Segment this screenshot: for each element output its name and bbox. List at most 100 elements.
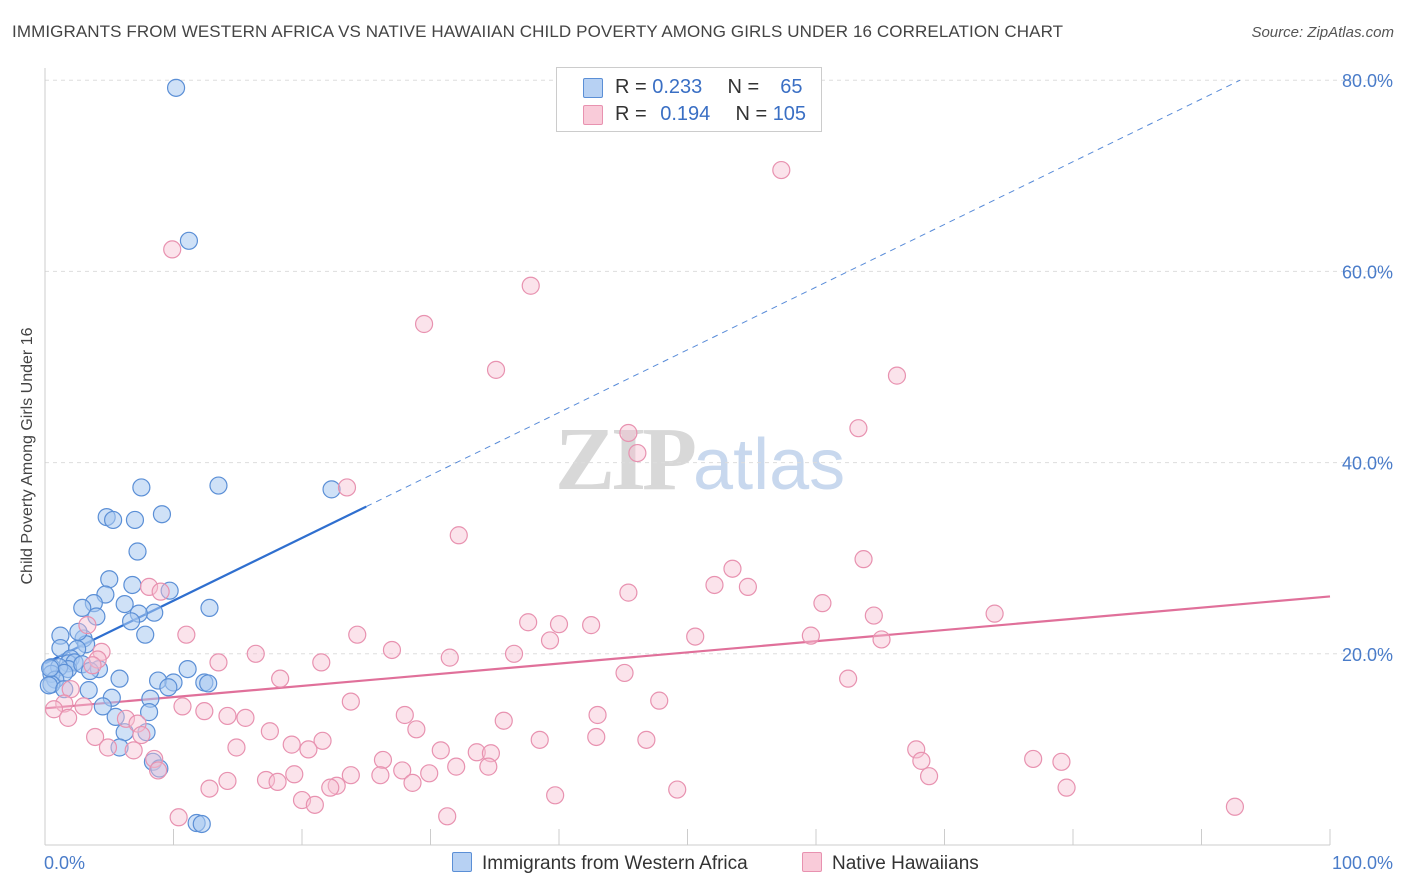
data-point-native-hawaiians	[260, 722, 279, 741]
data-point-western-africa	[322, 480, 341, 499]
data-point-western-africa	[73, 598, 92, 618]
data-point-western-africa	[55, 680, 74, 699]
data-point-native-hawaiians	[813, 594, 832, 613]
data-point-western-africa	[121, 612, 141, 631]
data-point-native-hawaiians	[479, 757, 498, 776]
data-point-native-hawaiians	[549, 615, 569, 634]
data-point-native-hawaiians	[246, 644, 265, 663]
data-point-native-hawaiians	[801, 626, 820, 645]
data-point-native-hawaiians	[271, 669, 290, 688]
data-point-native-hawaiians	[705, 575, 724, 595]
data-point-native-hawaiians	[1024, 749, 1043, 769]
data-point-western-africa	[123, 575, 142, 595]
data-point-native-hawaiians	[1052, 752, 1071, 771]
data-point-native-hawaiians	[163, 240, 182, 259]
data-point-native-hawaiians	[619, 423, 638, 443]
y-tick-label: 20.0%	[1342, 645, 1393, 665]
data-point-native-hawaiians	[128, 714, 147, 733]
data-point-native-hawaiians	[395, 705, 414, 725]
data-point-native-hawaiians	[86, 727, 105, 747]
data-point-native-hawaiians	[299, 740, 318, 759]
data-point-native-hawaiians	[177, 625, 196, 644]
watermark-zip: ZIP	[555, 410, 697, 509]
data-point-native-hawaiians	[864, 606, 883, 625]
data-point-western-africa	[115, 594, 134, 614]
data-point-native-hawaiians	[341, 692, 360, 711]
data-point-western-africa	[100, 570, 119, 589]
data-point-native-hawaiians	[686, 627, 705, 646]
bottom-legend-label: Native Hawaiians	[832, 853, 979, 874]
data-point-native-hawaiians	[431, 741, 450, 760]
data-point-native-hawaiians	[74, 697, 93, 716]
data-point-native-hawaiians	[285, 765, 304, 784]
data-point-western-africa	[192, 814, 211, 834]
data-point-native-hawaiians	[407, 720, 426, 739]
x-tick-label: 100.0%	[1332, 853, 1393, 873]
data-point-western-africa	[166, 78, 186, 97]
watermark-atlas: atlas	[693, 425, 846, 505]
data-point-native-hawaiians	[420, 764, 439, 783]
data-point-western-africa	[136, 625, 155, 644]
y-tick-label: 40.0%	[1342, 454, 1393, 474]
y-tick-label: 60.0%	[1342, 262, 1393, 282]
data-point-native-hawaiians	[218, 706, 237, 726]
data-point-native-hawaiians	[218, 771, 237, 791]
trend-line-native-hawaiians	[44, 595, 1331, 710]
data-point-western-africa	[200, 598, 219, 618]
data-point-native-hawaiians	[467, 743, 486, 762]
legend-swatch-pink	[583, 105, 603, 125]
data-point-native-hawaiians	[650, 691, 669, 710]
data-point-native-hawaiians	[337, 478, 357, 497]
data-point-native-hawaiians	[619, 583, 638, 602]
data-point-native-hawaiians	[312, 653, 331, 672]
data-point-native-hawaiians	[393, 761, 412, 780]
data-point-native-hawaiians	[1225, 797, 1245, 816]
chart-title: IMMIGRANTS FROM WESTERN AFRICA VS NATIVE…	[12, 22, 1064, 41]
data-point-native-hawaiians	[78, 616, 97, 635]
data-point-native-hawaiians	[148, 761, 168, 780]
data-point-western-africa	[179, 231, 199, 250]
data-point-native-hawaiians	[209, 653, 228, 672]
data-point-native-hawaiians	[738, 577, 757, 596]
grid-lines	[45, 79, 1392, 655]
data-point-native-hawaiians	[919, 767, 939, 786]
legend-swatch-blue	[583, 78, 603, 98]
data-point-native-hawaiians	[494, 711, 513, 730]
legend-r-value: 0.233	[652, 76, 703, 98]
data-point-native-hawaiians	[587, 727, 606, 747]
data-point-native-hawaiians	[59, 708, 78, 727]
data-point-native-hawaiians	[88, 650, 107, 669]
data-point-native-hawaiians	[481, 744, 500, 763]
legend-r-value: 0.194	[660, 103, 711, 125]
data-point-native-hawaiians	[912, 751, 931, 770]
data-point-native-hawaiians	[637, 730, 656, 749]
data-point-native-hawaiians	[382, 640, 402, 660]
correlation-legend: R = 0.233 N = 65 R = 0.194 N = 105	[556, 67, 822, 132]
axes	[44, 68, 1331, 846]
data-point-native-hawaiians	[55, 694, 74, 713]
data-point-native-hawaiians	[151, 582, 170, 601]
data-point-native-hawaiians	[723, 559, 742, 578]
data-point-native-hawaiians	[195, 702, 214, 721]
data-point-native-hawaiians	[447, 757, 466, 776]
data-point-western-africa	[159, 678, 178, 697]
data-point-western-africa	[41, 659, 60, 678]
data-point-western-africa	[125, 510, 145, 530]
data-point-native-hawaiians	[887, 366, 907, 385]
data-point-native-hawaiians	[588, 705, 607, 725]
data-point-native-hawaiians	[124, 741, 143, 760]
data-point-native-hawaiians	[373, 750, 393, 770]
data-point-western-africa	[209, 476, 228, 495]
data-point-native-hawaiians	[1057, 778, 1076, 797]
data-point-native-hawaiians	[236, 708, 255, 727]
data-point-native-hawaiians	[348, 625, 367, 644]
data-point-native-hawaiians	[200, 779, 219, 798]
legend-n-value: 65	[780, 76, 803, 98]
data-point-native-hawaiians	[321, 778, 340, 797]
data-point-native-hawaiians	[139, 577, 159, 596]
trend-line-western-africa-extension	[366, 79, 1241, 508]
series-native-hawaiians	[44, 160, 1245, 827]
data-point-native-hawaiians	[854, 550, 873, 569]
data-point-native-hawaiians	[169, 808, 188, 827]
